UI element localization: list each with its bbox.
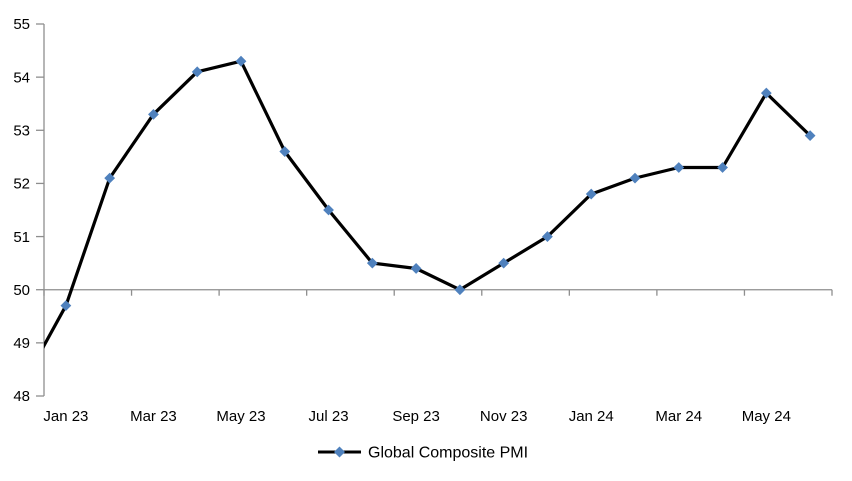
data-point-marker [148,108,159,120]
data-point-marker [191,66,203,78]
legend-label: Global Composite PMI [368,445,528,462]
data-point-marker [760,87,772,99]
data-point-marker [629,172,641,184]
y-axis-label: 53 [13,122,30,139]
legend-diamond-icon [334,446,345,458]
legend: Global Composite PMI [318,445,528,462]
data-point-marker [104,172,116,184]
data-point-marker [235,55,247,67]
plot-area: 48 49 50 51 52 53 54 55 Jan 23 Mar 23 May 23 Jul 23… [13,16,833,425]
y-axis-label: 54 [13,69,30,86]
x-axis-label: May 24 [742,408,791,425]
data-point-marker [366,257,378,269]
data-point-marker [804,130,816,141]
data-point-marker [585,188,597,200]
x-axis-label: Nov 23 [480,408,528,425]
x-axis-label: May 23 [216,408,265,425]
y-axis-label: 48 [13,388,30,405]
x-axis-label: Jan 23 [43,408,88,425]
data-point-marker [498,257,510,269]
data-point-marker [60,300,72,312]
x-axis-label: Mar 24 [655,408,702,425]
x-axis-label: Jan 24 [569,408,614,425]
y-axis-label: 55 [13,16,30,33]
data-point-marker [673,162,685,173]
y-axis-label: 50 [13,282,30,299]
data-point-marker [279,146,291,157]
data-point-marker [410,263,422,274]
data-point-marker [454,284,466,296]
x-axis-label: Jul 23 [309,408,349,425]
y-axis-label: 51 [13,229,30,246]
series-line-global-composite-pmi [44,59,812,349]
data-point-marker [717,162,728,173]
data-point-marker [542,231,553,242]
x-axis-label: Mar 23 [130,408,177,425]
y-axis-label: 52 [13,176,30,193]
y-axis-label: 49 [13,335,30,352]
data-point-marker [323,204,334,216]
x-axis-label: Sep 23 [392,408,440,425]
